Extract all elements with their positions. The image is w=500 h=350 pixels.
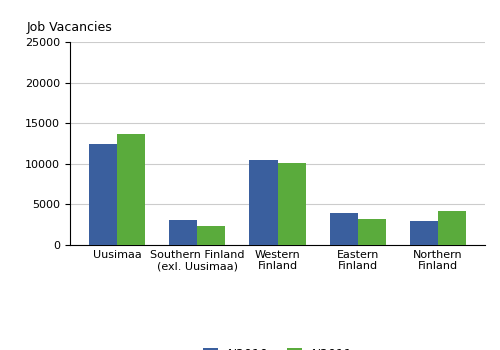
Bar — [438, 211, 466, 245]
Bar — [169, 220, 197, 245]
Text: Job Vacancies: Job Vacancies — [26, 21, 112, 34]
Bar — [197, 225, 226, 245]
Bar — [250, 160, 278, 245]
Bar — [358, 219, 386, 245]
Bar — [117, 134, 145, 245]
Bar — [278, 163, 305, 245]
Legend: 4/2010, 4/2011: 4/2010, 4/2011 — [198, 343, 357, 350]
Bar — [410, 222, 438, 245]
Bar — [330, 212, 358, 245]
Bar — [89, 144, 117, 245]
